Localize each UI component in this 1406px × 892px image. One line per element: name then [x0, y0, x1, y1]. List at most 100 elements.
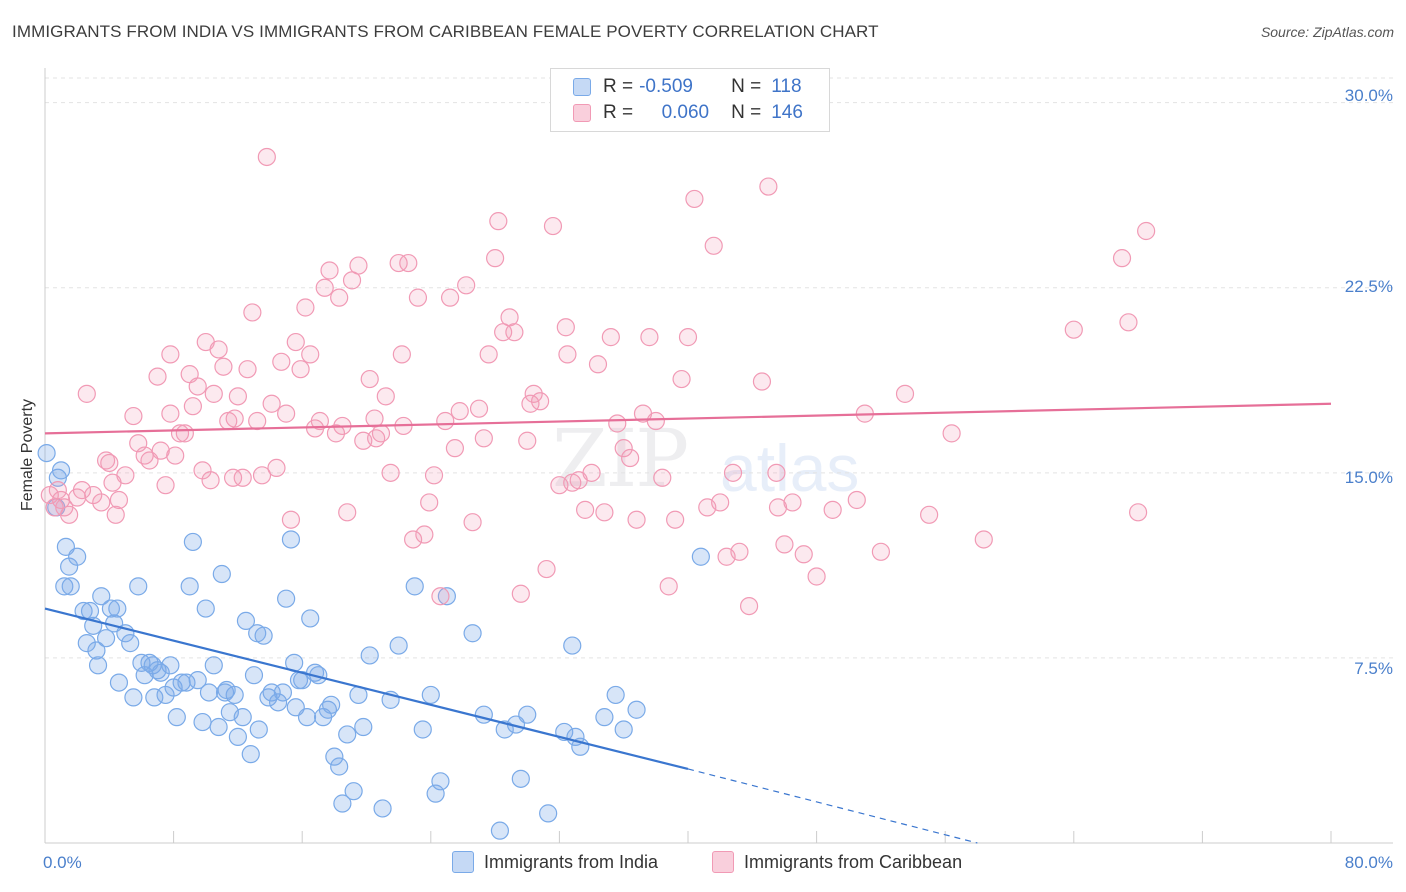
india-trend-line	[44, 607, 689, 771]
caribbean-data-point	[711, 493, 730, 512]
india-data-point	[145, 688, 164, 707]
india-data-point	[96, 629, 116, 648]
caribbean-data-point	[233, 468, 252, 487]
caribbean-legend-swatch	[712, 851, 734, 873]
caribbean-data-point	[601, 328, 620, 347]
caribbean-data-point	[116, 466, 135, 485]
caribbean-data-point	[783, 493, 802, 512]
caribbean-data-point	[92, 493, 111, 512]
caribbean-data-point	[281, 510, 301, 529]
caribbean-data-point	[685, 189, 704, 209]
india-data-point	[61, 577, 80, 596]
caribbean-data-point	[262, 394, 281, 413]
caribbean-data-point	[895, 384, 915, 403]
caribbean-data-point	[238, 360, 257, 379]
caribbean-data-point	[381, 463, 400, 482]
caribbean-data-point	[72, 481, 92, 500]
caribbean-data-point	[768, 498, 788, 517]
caribbean-data-point	[296, 298, 315, 317]
legend-n-value: 146	[771, 102, 803, 123]
caribbean-data-point	[450, 402, 469, 421]
india-data-point	[330, 757, 349, 776]
caribbean-data-point	[871, 542, 891, 561]
india-data-point	[55, 577, 74, 596]
india-data-point	[539, 804, 558, 823]
caribbean-data-point	[175, 424, 194, 443]
india-data-point	[627, 700, 646, 719]
y-tick-label: 15.0%	[1344, 468, 1393, 487]
caribbean-data-point	[1137, 221, 1156, 241]
india-data-point	[563, 636, 582, 655]
caribbean-data-point	[404, 530, 423, 549]
india-data-point	[268, 693, 288, 712]
india-data-point	[167, 708, 186, 727]
india-data-point	[87, 641, 106, 660]
india-data-point	[121, 634, 140, 653]
caribbean-data-point	[201, 471, 220, 490]
india-data-point	[248, 624, 267, 643]
bottom-legend-caribbean: Immigrants from Caribbean	[712, 851, 962, 873]
caribbean-data-point	[752, 372, 772, 391]
caribbean-data-point	[775, 535, 794, 554]
caribbean-data-point	[847, 490, 866, 510]
india-data-point	[74, 601, 93, 621]
caribbean-data-point	[48, 481, 67, 500]
caribbean-data-point	[505, 323, 524, 342]
x-tick-label: 80.0%	[1344, 853, 1393, 872]
india-data-point	[301, 609, 320, 628]
caribbean-data-point	[124, 406, 143, 426]
caribbean-data-point	[1064, 320, 1083, 339]
india-swatch	[573, 78, 591, 96]
india-trend-extension	[687, 768, 978, 844]
caribbean-data-point	[183, 397, 202, 416]
caribbean-data-point	[653, 468, 672, 487]
caribbean-data-point	[376, 387, 395, 406]
caribbean-data-point	[723, 463, 743, 482]
india-data-point	[360, 646, 379, 665]
caribbean-data-point	[558, 345, 577, 364]
caribbean-data-point	[614, 439, 633, 458]
caribbean-data-point	[148, 367, 167, 386]
caribbean-data-point	[469, 399, 489, 418]
caribbean-data-point	[420, 493, 439, 512]
caribbean-data-point	[440, 288, 460, 307]
caribbean-data-point	[166, 446, 185, 465]
x-tick-label: 0.0%	[43, 853, 82, 872]
caribbean-data-point	[252, 466, 272, 485]
india-data-point	[88, 656, 108, 675]
caribbean-data-point	[974, 530, 993, 549]
caribbean-data-point	[640, 328, 659, 347]
india-data-point	[421, 685, 440, 705]
caribbean-data-point	[463, 513, 482, 532]
india-legend-label: Immigrants from India	[484, 851, 659, 872]
bottom-legend-india: Immigrants from India	[452, 851, 658, 873]
india-data-point	[344, 782, 363, 801]
caribbean-data-point	[521, 394, 540, 413]
caribbean-data-point	[310, 411, 329, 431]
caribbean-data-point	[759, 177, 778, 196]
caribbean-data-point	[77, 384, 96, 403]
caribbean-data-point	[365, 409, 384, 428]
caribbean-data-point	[424, 466, 444, 485]
caribbean-data-point	[1112, 249, 1132, 268]
caribbean-data-point	[223, 468, 243, 487]
caribbean-data-point	[457, 276, 476, 295]
caribbean-data-point	[286, 332, 305, 352]
india-data-point	[241, 745, 260, 764]
caribbean-data-point	[556, 318, 575, 337]
y-tick-label: 22.5%	[1344, 277, 1393, 296]
india-data-point	[233, 708, 252, 727]
india-data-point	[183, 532, 202, 552]
caribbean-data-point	[582, 463, 601, 482]
caribbean-data-point	[204, 384, 223, 403]
caribbean-data-point	[524, 384, 543, 403]
india-data-point	[286, 698, 305, 717]
caribbean-data-point	[156, 476, 175, 495]
india-data-point	[606, 685, 625, 705]
india-data-point	[77, 634, 96, 653]
india-data-point	[92, 587, 111, 606]
caribbean-data-point	[392, 345, 411, 364]
caribbean-data-point	[45, 498, 64, 517]
caribbean-data-point	[537, 559, 556, 579]
